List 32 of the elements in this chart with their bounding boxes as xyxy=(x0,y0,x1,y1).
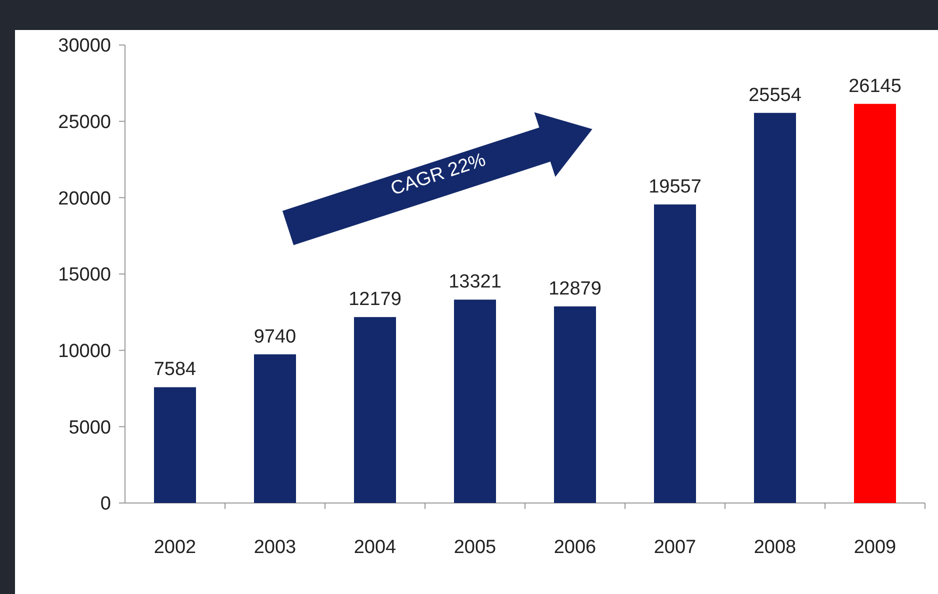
y-tick-label: 20000 xyxy=(58,188,111,210)
data-label: 12879 xyxy=(548,278,602,300)
bar xyxy=(654,204,696,503)
bar xyxy=(454,300,496,503)
data-label: 13321 xyxy=(448,272,502,293)
y-tick-label: 15000 xyxy=(58,264,111,286)
data-label: 9740 xyxy=(254,326,296,348)
data-label: 12179 xyxy=(348,289,402,310)
y-tick-label: 30000 xyxy=(58,36,111,57)
x-tick-label: 2007 xyxy=(654,537,696,558)
annotation: CAGR 22% xyxy=(388,150,488,200)
x-tick-label: 2003 xyxy=(254,537,296,558)
x-tick-label: 2005 xyxy=(454,537,496,558)
data-label: 26145 xyxy=(848,76,902,97)
y-tick-label: 10000 xyxy=(58,340,111,362)
bar xyxy=(354,317,396,503)
bar xyxy=(854,104,896,503)
x-tick-label: 2004 xyxy=(354,537,397,558)
x-tick-label: 2002 xyxy=(154,537,196,558)
y-tick-label: 5000 xyxy=(68,417,111,438)
data-label: 25554 xyxy=(748,84,802,106)
bar xyxy=(754,112,796,503)
data-label: 19557 xyxy=(648,176,702,198)
x-tick-label: 2006 xyxy=(554,537,596,558)
bar xyxy=(254,354,296,503)
y-tick-label: 0 xyxy=(100,494,111,515)
bar xyxy=(554,306,596,503)
data-label: 7584 xyxy=(154,359,197,380)
y-tick-label: 25000 xyxy=(58,112,111,133)
x-tick-label: 2009 xyxy=(854,537,896,558)
bar xyxy=(154,387,196,503)
x-tick-label: 2008 xyxy=(754,537,796,558)
